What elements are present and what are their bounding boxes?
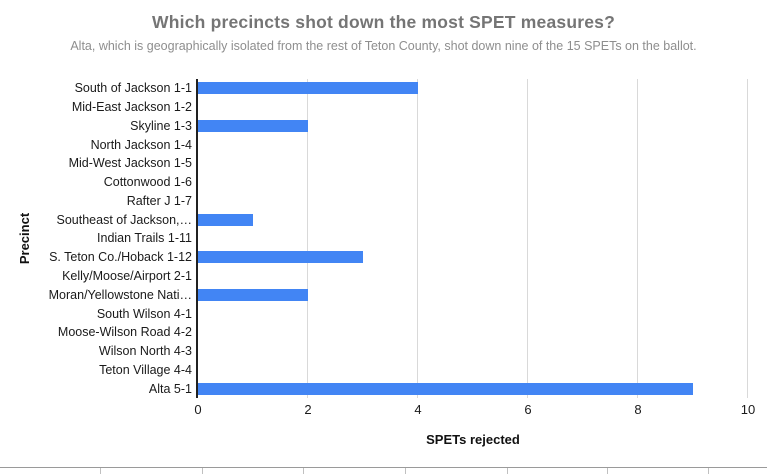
chart-bar: [198, 213, 253, 226]
x-axis-ticks: 0 2 4 6 8 10: [194, 402, 755, 418]
category-label: South Wilson 4-1: [96, 306, 192, 321]
x-tick-label: 4: [414, 402, 422, 417]
gridline: [637, 79, 638, 398]
y-axis-category-labels: South of Jackson 1-1 Mid-East Jackson 1-2…: [0, 79, 192, 398]
category-label: Alta 5-1: [148, 381, 192, 396]
gridline: [307, 79, 308, 398]
category-label: South of Jackson 1-1: [74, 81, 192, 96]
sheet-column-gridline: [708, 468, 709, 474]
gridline: [747, 79, 748, 398]
x-axis-title: SPETs rejected: [426, 432, 520, 447]
chart-bar: [198, 382, 693, 395]
category-label: Southeast of Jackson,…: [56, 212, 193, 227]
category-label: S. Teton Co./Hoback 1-12: [49, 250, 192, 265]
category-label: Indian Trails 1-11: [97, 231, 192, 246]
sheet-column-gridline: [405, 468, 406, 474]
sheet-column-gridline: [303, 468, 304, 474]
sheet-column-gridline: [202, 468, 203, 474]
category-label: Wilson North 4-3: [98, 344, 192, 359]
x-tick-label: 2: [304, 402, 312, 417]
plot-area: [196, 79, 748, 398]
gridline: [527, 79, 528, 398]
category-label: Skyline 1-3: [130, 118, 192, 133]
chart-subtitle: Alta, which is geographically isolated f…: [70, 39, 697, 53]
category-label: Mid-West Jackson 1-5: [68, 156, 192, 171]
x-tick-label: 8: [634, 402, 642, 417]
category-label: Moran/Yellowstone Nati…: [48, 287, 192, 302]
x-tick-label: 0: [194, 402, 202, 417]
sheet-column-gridline: [100, 468, 101, 474]
chart-bar: [198, 119, 308, 132]
y-axis-line: [196, 79, 198, 398]
gridline: [417, 79, 418, 398]
category-label: Teton Village 4-4: [99, 362, 192, 377]
spreadsheet-grid-strip: [0, 467, 767, 474]
category-label: Kelly/Moose/Airport 2-1: [62, 269, 192, 284]
category-label: Rafter J 1-7: [126, 193, 192, 208]
category-label: Cottonwood 1-6: [103, 175, 192, 190]
sheet-column-gridline: [507, 468, 508, 474]
category-label: North Jackson 1-4: [90, 137, 192, 152]
category-label: Moose-Wilson Road 4-2: [57, 325, 192, 340]
chart-bar: [198, 251, 363, 264]
chart-bar: [198, 82, 418, 95]
sheet-column-gridline: [607, 468, 608, 474]
chart-bar: [198, 288, 308, 301]
category-label: Mid-East Jackson 1-2: [71, 100, 192, 115]
chart-title: Which precincts shot down the most SPET …: [152, 12, 615, 32]
x-tick-label: 10: [740, 402, 756, 417]
x-tick-label: 6: [524, 402, 532, 417]
